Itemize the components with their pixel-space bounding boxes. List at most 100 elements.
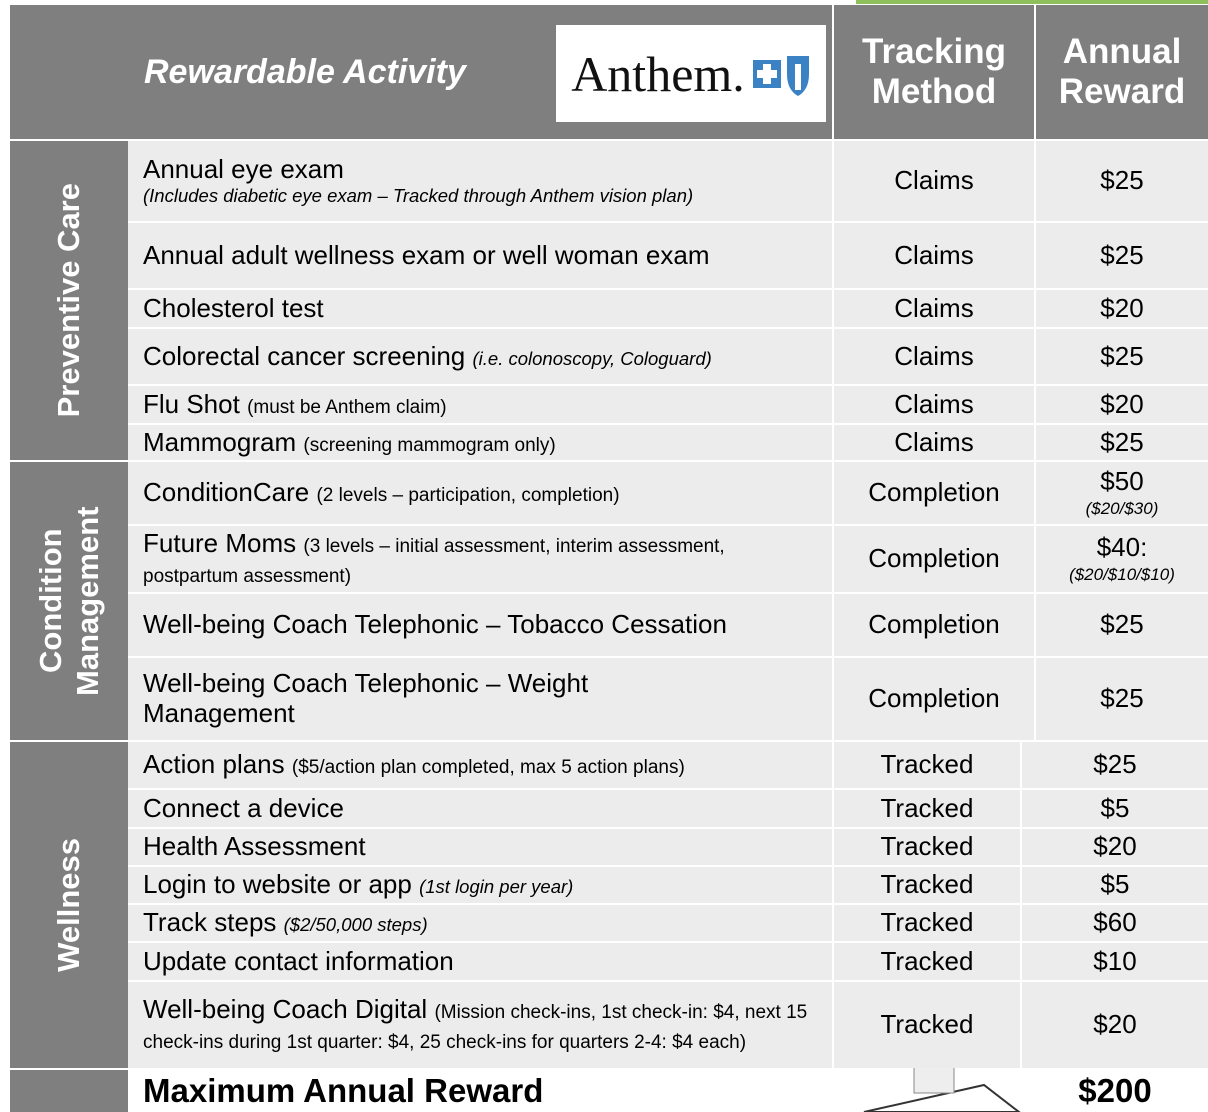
section-cell: Preventive Care xyxy=(10,141,128,460)
tracking-method: Tracked xyxy=(881,833,974,860)
reward-amount: $25 xyxy=(1100,429,1143,456)
tracking-cell: Tracked xyxy=(834,943,1020,980)
tracking-method: Tracked xyxy=(881,948,974,975)
activity-cell: ConditionCare (2 levels – participation,… xyxy=(128,462,832,524)
tracking-method: Completion xyxy=(868,685,1000,712)
reward-amount: $5 xyxy=(1101,871,1130,898)
activity-cell: Track steps ($2/50,000 steps) xyxy=(128,905,832,941)
activity-note: (2 levels – participation, completion) xyxy=(316,485,619,506)
reward-header-text: Annual Reward xyxy=(1036,32,1208,113)
activity-line: Annual adult wellness exam or well woman… xyxy=(143,241,730,271)
tracking-header: Tracking Method xyxy=(834,5,1034,139)
reward-amount: $25 xyxy=(1093,751,1136,778)
activity-line: Colorectal cancer screening (i.e. colono… xyxy=(143,342,732,372)
reward-amount: $25 xyxy=(1100,242,1143,269)
tracking-method: Completion xyxy=(868,545,1000,572)
activity-name: ConditionCare xyxy=(143,477,309,507)
activity-note: ($5/action plan completed, max 5 action … xyxy=(292,757,685,778)
activity-cell: Health Assessment xyxy=(128,829,832,865)
activity-name: Mammogram xyxy=(143,427,296,457)
tracking-cell: Completion xyxy=(834,526,1034,592)
section-label: Wellness xyxy=(50,838,87,972)
reward-cell: $20 xyxy=(1036,386,1208,423)
tracking-method: Completion xyxy=(868,611,1000,638)
reward-cell: $50 ($20/$30) xyxy=(1036,462,1208,524)
activity-note: (Includes diabetic eye exam – Tracked th… xyxy=(143,185,693,206)
tracking-cell: Claims xyxy=(834,223,1034,288)
reward-cell: $25 xyxy=(1036,658,1208,740)
corner-cell xyxy=(10,5,128,139)
activity-line: Future Moms (3 levels – initial assessme… xyxy=(143,529,832,589)
activity-cell: Well-being Coach Telephonic – Tobacco Ce… xyxy=(128,594,832,656)
activity-name: Update contact information xyxy=(143,946,454,976)
activity-line: Update contact information xyxy=(143,947,474,977)
reward-amount: $25 xyxy=(1100,167,1143,194)
tracking-method: Claims xyxy=(894,167,973,194)
activity-cell: Login to website or app (1st login per y… xyxy=(128,867,832,903)
reward-amount: $50 xyxy=(1100,468,1143,495)
reward-amount: $40: xyxy=(1097,534,1148,561)
reward-cell: $5 xyxy=(1022,867,1208,903)
tracking-cell: Claims xyxy=(834,329,1034,384)
activity-line: Action plans ($5/action plan completed, … xyxy=(143,750,705,780)
activity-cell: Annual eye exam(Includes diabetic eye ex… xyxy=(128,141,832,221)
reward-header: Annual Reward xyxy=(1036,5,1208,139)
logo-icon xyxy=(751,50,811,98)
tracking-method: Tracked xyxy=(881,1011,974,1038)
tracking-method: Claims xyxy=(894,343,973,370)
tracking-cell: Claims xyxy=(834,141,1034,221)
activity-cell: Update contact information xyxy=(128,943,832,980)
activity-name: Well-being Coach Digital xyxy=(143,994,427,1024)
reward-amount: $20 xyxy=(1100,391,1143,418)
tracking-cell: Completion xyxy=(834,594,1034,656)
total-label-text: Maximum Annual Reward xyxy=(143,1072,543,1110)
section-label: Preventive Care xyxy=(50,183,87,417)
tracking-cell: Tracked xyxy=(834,905,1020,941)
accent-bar xyxy=(856,0,1208,4)
reward-amount: $5 xyxy=(1101,795,1130,822)
activity-note: (i.e. colonoscopy, Cologuard) xyxy=(473,348,712,369)
tracking-method: Claims xyxy=(894,391,973,418)
reward-cell: $10 xyxy=(1022,943,1208,980)
activity-name: Action plans xyxy=(143,749,285,779)
tracking-method: Claims xyxy=(894,429,973,456)
total-reward: $200 xyxy=(1022,1070,1208,1112)
tracking-method: Tracked xyxy=(881,871,974,898)
reward-amount: $25 xyxy=(1100,685,1143,712)
tracking-method: Completion xyxy=(868,479,1000,506)
activity-line: Health Assessment xyxy=(143,832,386,862)
activity-name: Well-being Coach Telephonic – Weight Man… xyxy=(143,668,588,728)
reward-amount: $25 xyxy=(1100,343,1143,370)
reward-cell: $25 xyxy=(1036,223,1208,288)
reward-cell: $40:($20/$10/$10) xyxy=(1036,526,1208,592)
tracking-method: Tracked xyxy=(881,909,974,936)
activity-cell: Well-being Coach Digital (Mission check-… xyxy=(128,982,832,1068)
reward-note: ($20/$30) xyxy=(1086,500,1159,518)
activity-name: Annual adult wellness exam or well woman… xyxy=(143,240,710,270)
activity-line: Connect a device xyxy=(143,794,364,824)
tracking-cell: Completion xyxy=(834,658,1034,740)
activity-name: Well-being Coach Telephonic – Tobacco Ce… xyxy=(143,609,727,639)
reward-amount: $20 xyxy=(1093,1011,1136,1038)
activity-line: Annual eye exam xyxy=(143,155,364,185)
reward-cell: $60 xyxy=(1022,905,1208,941)
activity-cell: Future Moms (3 levels – initial assessme… xyxy=(128,526,832,592)
activity-name: Health Assessment xyxy=(143,831,366,861)
activity-name: Login to website or app xyxy=(143,869,412,899)
tracking-cell: Tracked xyxy=(834,742,1020,788)
page: Rewardable Activity Anthem. Tracking Met… xyxy=(0,0,1208,1112)
activity-name: Connect a device xyxy=(143,793,344,823)
activity-line: Track steps ($2/50,000 steps) xyxy=(143,908,448,938)
activity-line: Well-being Coach Telephonic – Weight Man… xyxy=(143,669,703,729)
tracking-cell: Tracked xyxy=(834,790,1020,827)
reward-cell: $20 xyxy=(1022,982,1208,1068)
reward-cell: $25 xyxy=(1036,141,1208,221)
tracking-cell: Claims xyxy=(834,386,1034,423)
activity-header-text: Rewardable Activity xyxy=(144,53,466,92)
reward-cell: $25 xyxy=(1036,594,1208,656)
logo: Anthem. xyxy=(556,25,826,122)
total-label: Maximum Annual Reward xyxy=(128,1070,832,1112)
activity-name: Cholesterol test xyxy=(143,293,324,323)
activity-note: (must be Anthem claim) xyxy=(247,397,447,418)
reward-cell: $5 xyxy=(1022,790,1208,827)
